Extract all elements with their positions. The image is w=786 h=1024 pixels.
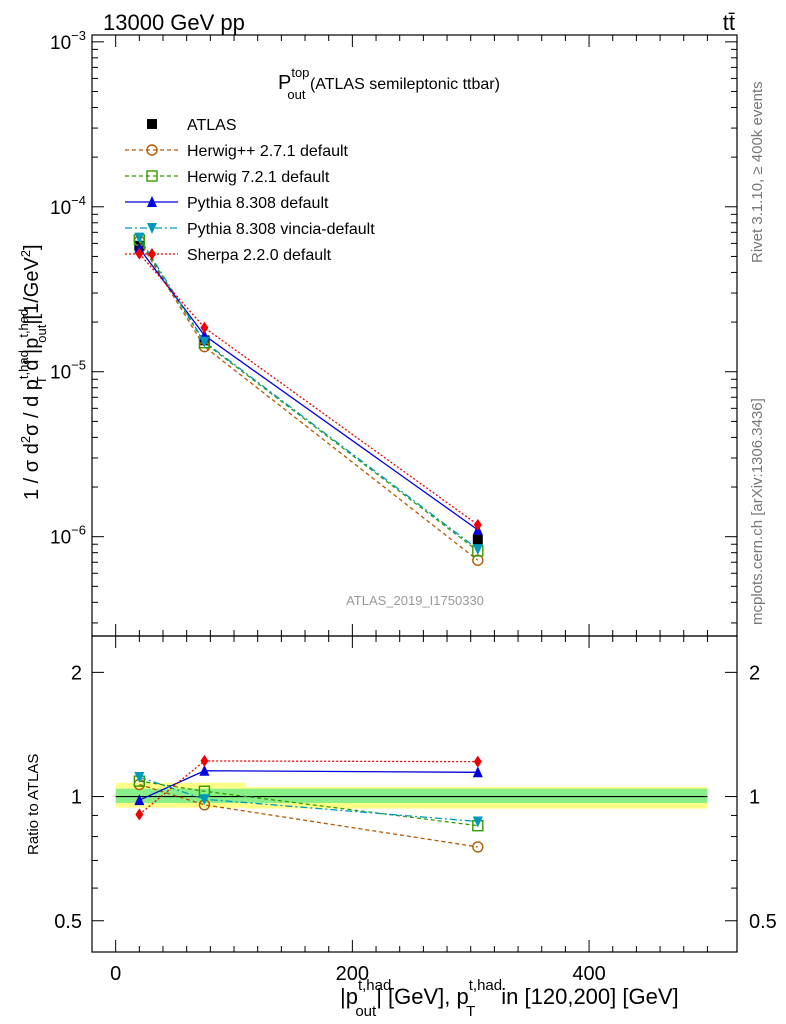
- legend-label: Herwig++ 2.7.1 default: [187, 143, 349, 160]
- data-point: [472, 534, 483, 545]
- data-point: [134, 232, 145, 244]
- data-point: [134, 772, 145, 784]
- legend-entry: Herwig 7.2.1 default: [125, 169, 330, 186]
- x-tick-label: 200: [336, 963, 369, 985]
- series-line: [138, 237, 479, 550]
- series-5: [135, 247, 482, 531]
- ratio-series-line: [139, 783, 478, 848]
- source-label: mcplots.cern.ch [arXiv:1306.3436]: [749, 398, 766, 625]
- data-point: [199, 794, 210, 806]
- data-point: [146, 144, 158, 156]
- data-point: [146, 170, 158, 182]
- ratio-series-4: [135, 754, 482, 821]
- legend-label: Herwig 7.2.1 default: [187, 169, 330, 186]
- legend-entry: Pythia 8.308 vincia-default: [125, 221, 375, 238]
- y-tick-label: 10−4: [50, 193, 86, 219]
- y-tick-label: 10−5: [50, 358, 86, 384]
- legend: ATLAS Herwig++ 2.7.1 default Herwig 7.2.1 …: [125, 117, 375, 264]
- ratio-y-tick-label-right: 2: [749, 662, 760, 684]
- data-point: [147, 196, 157, 207]
- legend-entry: Herwig++ 2.7.1 default: [125, 143, 349, 160]
- data-point: [135, 247, 144, 260]
- ratio-y-tick-label: 0.5: [54, 911, 82, 933]
- ratio-y-tick-label-right: 1: [749, 787, 760, 809]
- y-axis-label: 1 / σ d2σ / d pt,hadT d |pt,had out|[1/Ge…: [16, 244, 49, 500]
- x-tick-label: 0: [110, 963, 121, 985]
- data-point: [200, 321, 209, 334]
- x-axis-label: |pt,had out| [GeV], pt,had Tin [120,200] […: [340, 977, 679, 1020]
- legend-entry: Pythia 8.308 default: [125, 195, 329, 212]
- ratio-y-tick-label-right: 0.5: [749, 911, 777, 933]
- data-point: [199, 764, 210, 776]
- legend-entry: ATLAS: [147, 117, 237, 134]
- series-line: [138, 239, 479, 552]
- data-point: [473, 755, 482, 768]
- ratio-y-tick-label: 2: [71, 662, 82, 684]
- ratio-series-3: [134, 772, 483, 828]
- data-point: [200, 754, 209, 767]
- data-point: [472, 544, 483, 556]
- data-point: [148, 248, 156, 260]
- series-2: [133, 234, 484, 557]
- analysis-watermark: ATLAS_2019_I1750330: [346, 593, 484, 608]
- legend-label: Sherpa 2.2.0 default: [187, 247, 332, 264]
- data-point: [199, 336, 210, 348]
- data-point: [472, 816, 483, 828]
- ratio-frame: [91, 635, 738, 953]
- legend-label: ATLAS: [187, 117, 237, 134]
- series-line: [138, 253, 479, 526]
- energy-label: 13000 GeV pp: [103, 10, 245, 35]
- ratio-y-tick-label: 1: [71, 787, 82, 809]
- data-point: [147, 119, 157, 129]
- data-point: [147, 223, 157, 234]
- ratio-series-2: [134, 764, 483, 806]
- process-label: tt̄: [723, 10, 735, 35]
- series-1: [133, 235, 484, 566]
- ratio-series-line: [139, 780, 478, 827]
- data-point: [472, 841, 484, 853]
- legend-label: Pythia 8.308 vincia-default: [187, 221, 375, 238]
- legend-entry: Sherpa 2.2.0 default: [125, 247, 332, 264]
- data-point: [134, 794, 145, 806]
- chart-title: Ptop out (ATLAS semileptonic ttbar): [278, 65, 500, 102]
- data-point: [473, 518, 482, 531]
- y-tick-label: 10−6: [50, 523, 86, 549]
- x-tick-label: 400: [572, 963, 605, 985]
- rivet-label: Rivet 3.1.10, ≥ 400k events: [749, 81, 766, 263]
- data-point: [135, 808, 144, 821]
- y-tick-label: 10−3: [50, 28, 86, 54]
- series-0: [134, 240, 483, 545]
- uncertainty-band: [245, 788, 708, 803]
- ratio-y-axis-label: Ratio to ATLAS: [25, 754, 42, 855]
- series-4: [134, 232, 483, 556]
- ratio-series-line: [139, 776, 478, 823]
- data-point: [472, 766, 483, 778]
- legend-label: Pythia 8.308 default: [187, 195, 329, 212]
